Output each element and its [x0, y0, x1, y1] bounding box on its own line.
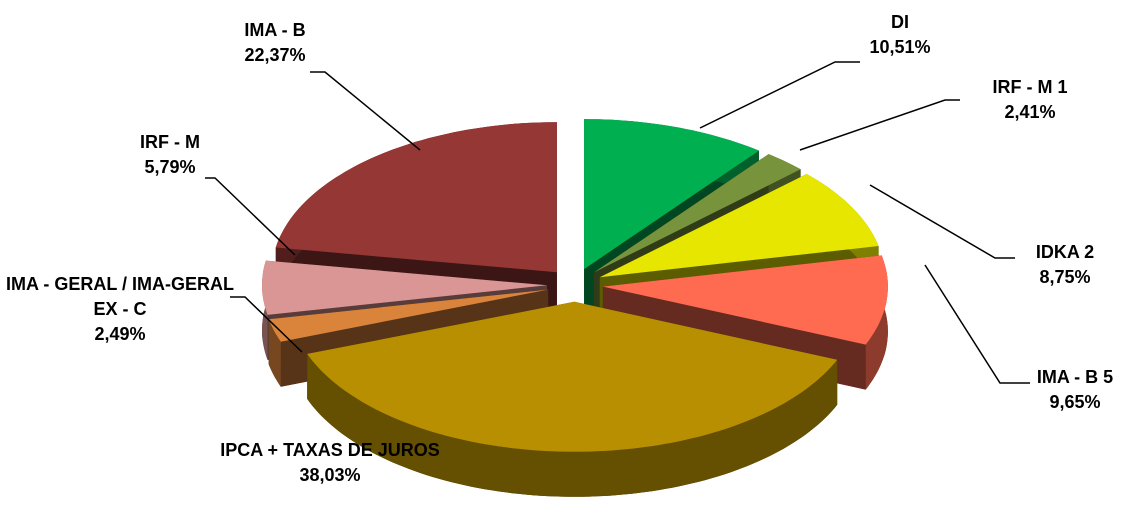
slice-side: [268, 289, 549, 365]
leader-line: [924, 264, 1030, 384]
value-label: 38,03%: [299, 465, 361, 485]
slice-label: IMA - B 22,37%: [200, 18, 350, 68]
slice-rim: [307, 353, 838, 497]
leader-line: [230, 296, 303, 353]
value-label: 10,51%: [869, 37, 931, 57]
slice-label: IDKA 2 8,75%: [1000, 240, 1130, 290]
slice-label: IPCA + TAXAS DE JUROS 38,03%: [200, 438, 460, 488]
slice: [268, 289, 549, 342]
category-label: IRF - M 1: [992, 77, 1068, 97]
value-label: 2,41%: [1004, 102, 1056, 122]
value-label: 2,49%: [94, 324, 146, 344]
leader-line: [799, 99, 960, 151]
slice-label: IRF - M 1 2,41%: [960, 75, 1100, 125]
slice: [593, 154, 801, 273]
category-label: IRF - M: [140, 132, 200, 152]
slice: [584, 119, 759, 270]
slice: [602, 255, 888, 345]
leader-line: [205, 177, 296, 256]
slice-label: IMA - B 5 9,65%: [1010, 365, 1131, 415]
slice-label: DI 10,51%: [820, 10, 980, 60]
slice: [275, 122, 557, 273]
leader-line: [310, 71, 421, 151]
value-label: 22,37%: [244, 45, 306, 65]
slice: [599, 174, 879, 278]
leader-line: [699, 61, 860, 129]
category-label: IMA - B 5: [1036, 367, 1114, 387]
slice-label: IMA - GERAL / IMA-GERAL EX - C 2,49%: [0, 272, 240, 347]
value-label: 8,75%: [1039, 267, 1091, 287]
category-label: DI: [891, 12, 909, 32]
slice-label: IRF - M 5,79%: [100, 130, 240, 180]
leader-line: [869, 184, 1015, 259]
category-label: IMA - GERAL / IMA-GERAL EX - C: [6, 274, 234, 319]
value-label: 5,79%: [144, 157, 196, 177]
slice-rim: [268, 319, 281, 387]
slice: [307, 301, 838, 452]
value-label: 9,65%: [1049, 392, 1101, 412]
slice: [262, 260, 547, 315]
category-label: IDKA 2: [1035, 242, 1095, 262]
category-label: IMA - B: [244, 20, 306, 40]
category-label: IPCA + TAXAS DE JUROS: [220, 440, 440, 460]
